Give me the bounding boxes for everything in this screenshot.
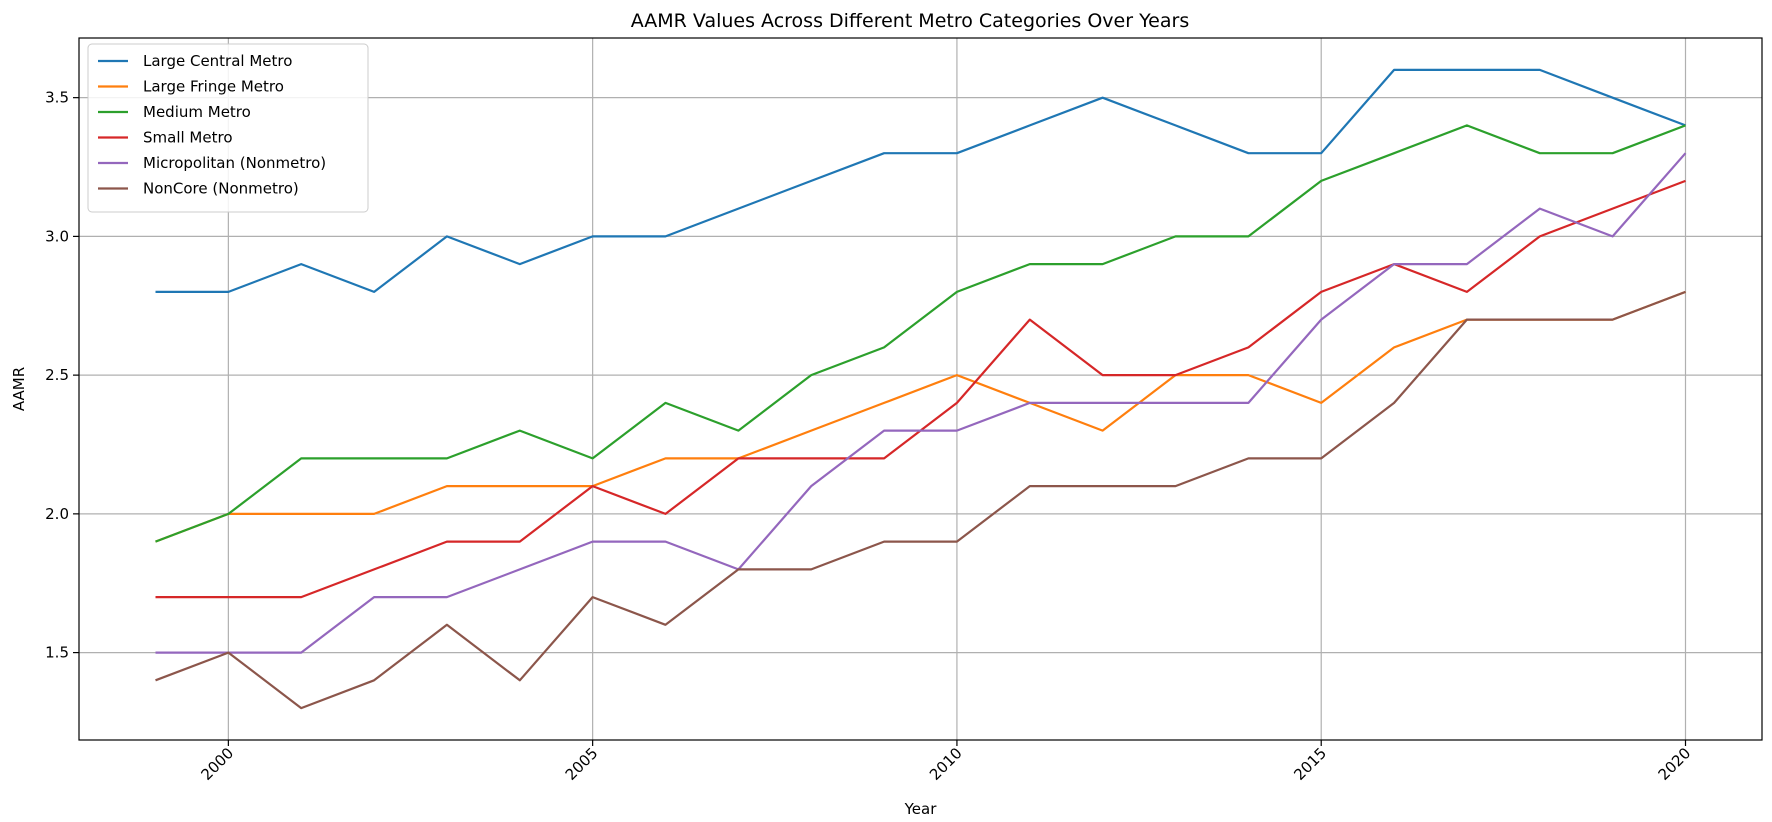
data-series [155,68,1687,710]
legend-box [87,43,369,213]
legend-label: Micropolitan (Nonmetro) [143,154,326,172]
series-line-3 [155,124,1686,543]
plot-frame [78,37,1763,741]
y-tick-label: 1.5 [45,644,69,662]
legend-label: Large Central Metro [143,52,292,70]
legend-label: Large Fringe Metro [143,78,284,96]
y-tick-label: 2.0 [45,505,69,523]
series-line-6 [155,290,1686,710]
y-tick-label: 3.5 [45,89,69,107]
x-axis-title: Year [904,800,938,818]
series-line-5 [155,152,1687,654]
y-tick-label: 3.0 [45,227,69,245]
legend-label: NonCore (Nonmetro) [143,180,299,198]
series-line-2 [155,290,1686,543]
grid-lines [79,38,1762,740]
legend-label: Small Metro [143,129,233,147]
legend: Large Central Metro Large Fringe Metro Med… [87,43,369,213]
series-line-1 [155,68,1686,293]
chart-title: AAMR Values Across Different Metro Categ… [631,10,1189,32]
legend-label: Medium Metro [143,103,251,121]
y-tick-label: 2.5 [45,366,69,384]
y-axis-title: AAMR [10,367,28,411]
